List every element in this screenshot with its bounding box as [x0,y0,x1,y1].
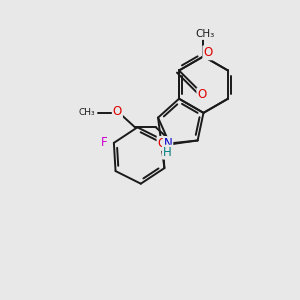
Text: O: O [158,137,167,150]
Text: O: O [203,46,213,59]
Text: O: O [197,88,207,101]
Text: F: F [101,136,108,149]
Text: O: O [113,105,122,118]
Text: CH₃: CH₃ [79,108,95,117]
Text: N: N [164,137,172,150]
Text: CH₃: CH₃ [195,29,214,39]
Text: H: H [163,146,172,159]
